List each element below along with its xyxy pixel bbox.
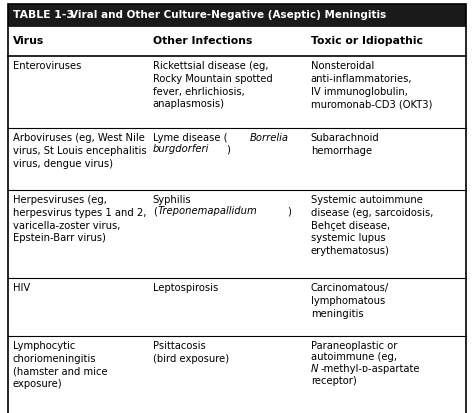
Text: Enteroviruses: Enteroviruses	[13, 61, 82, 71]
Text: Herpesviruses (eg,
herpesvirus types 1 and 2,
varicella-zoster virus,
Epstein-Ba: Herpesviruses (eg, herpesvirus types 1 a…	[13, 195, 146, 243]
Text: receptor): receptor)	[310, 375, 356, 385]
Text: TABLE 1-3: TABLE 1-3	[13, 10, 74, 20]
Text: Rickettsial disease (eg,
Rocky Mountain spotted
fever, ehrlichiosis,
anaplasmosi: Rickettsial disease (eg, Rocky Mountain …	[153, 61, 273, 109]
Text: Virus: Virus	[13, 36, 44, 46]
Text: Arboviruses (eg, West Nile
virus, St Louis encephalitis
virus, dengue virus): Arboviruses (eg, West Nile virus, St Lou…	[13, 133, 146, 169]
Text: (: (	[153, 206, 156, 216]
Text: HIV: HIV	[13, 283, 30, 293]
Text: Other Infections: Other Infections	[153, 36, 252, 46]
Text: N: N	[310, 364, 318, 374]
Bar	[8, 278, 466, 336]
Bar	[8, 190, 466, 278]
Bar	[8, 56, 466, 128]
Text: Lyme disease (: Lyme disease (	[153, 133, 227, 143]
Text: burgdorferi: burgdorferi	[153, 145, 209, 154]
Text: Viral and Other Culture-Negative (Aseptic) Meningitis: Viral and Other Culture-Negative (Asepti…	[70, 10, 386, 20]
Text: Lymphocytic
choriomeningitis
(hamster and mice
exposure): Lymphocytic choriomeningitis (hamster an…	[13, 341, 108, 389]
Text: Treponemapallidum: Treponemapallidum	[158, 206, 257, 216]
Text: Paraneoplastic or: Paraneoplastic or	[310, 341, 397, 351]
Text: Leptospirosis: Leptospirosis	[153, 283, 218, 293]
Text: ): )	[226, 145, 230, 154]
Bar	[8, 128, 466, 190]
Text: Psittacosis
(bird exposure): Psittacosis (bird exposure)	[153, 341, 229, 364]
Text: ): )	[287, 206, 291, 216]
Bar	[8, 26, 466, 56]
Text: Carcinomatous/
lymphomatous
meningitis: Carcinomatous/ lymphomatous meningitis	[310, 283, 389, 318]
Bar	[8, 4, 466, 26]
Bar	[8, 336, 466, 413]
Text: Subarachnoid
hemorrhage: Subarachnoid hemorrhage	[310, 133, 380, 156]
Text: Syphilis: Syphilis	[153, 195, 191, 205]
Text: Systemic autoimmune
disease (eg, sarcoidosis,
Behçet disease,
systemic lupus
ery: Systemic autoimmune disease (eg, sarcoid…	[310, 195, 433, 256]
Text: Borrelia: Borrelia	[249, 133, 289, 143]
Text: Nonsteroidal
anti-inflammatories,
IV immunoglobulin,
muromonab-CD3 (OKT3): Nonsteroidal anti-inflammatories, IV imm…	[310, 61, 432, 109]
Text: autoimmune (eg,: autoimmune (eg,	[310, 353, 397, 363]
Text: -methyl-ᴅ-aspartate: -methyl-ᴅ-aspartate	[320, 364, 420, 374]
Text: Toxic or Idiopathic: Toxic or Idiopathic	[310, 36, 423, 46]
